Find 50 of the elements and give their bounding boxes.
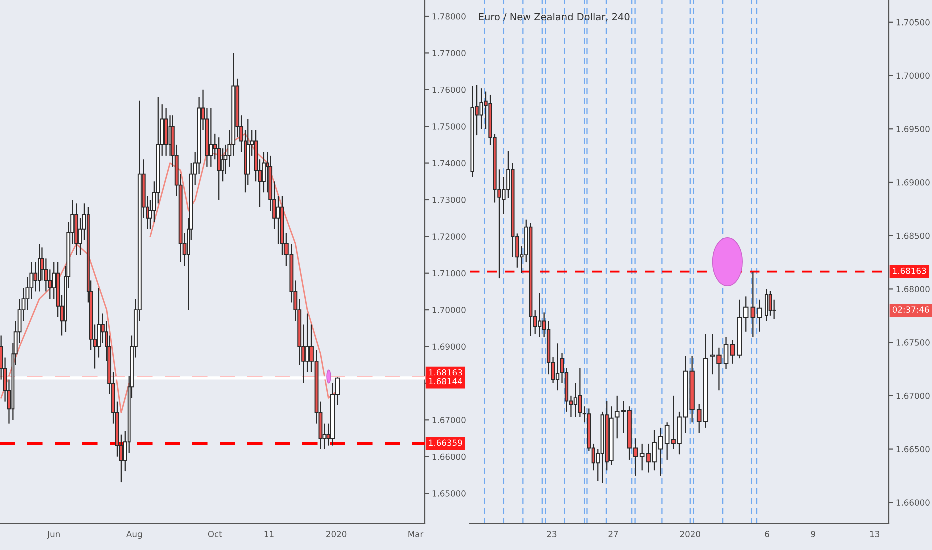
x-tick-label: Oct	[208, 531, 222, 538]
y-tick-label: 1.66500	[896, 446, 930, 453]
candlestick	[574, 382, 578, 418]
y-tick-label: 1.70000	[896, 72, 930, 80]
x-tick-label: 2020	[680, 531, 700, 538]
y-tick-label: 1.72000	[432, 234, 466, 240]
y-tick-label: 1.66000	[896, 500, 930, 506]
x-tick-label: Aug	[126, 531, 142, 540]
text: 02:37:46	[892, 306, 930, 313]
candlestick	[209, 108, 214, 168]
x-tick-label: 23	[547, 531, 557, 538]
x-tick-label: 13	[870, 531, 880, 538]
x-tick-label: Jun	[47, 531, 60, 539]
x-tick-label: 6	[765, 531, 770, 538]
text: Euro / New Zealand Dollar, 240	[479, 13, 630, 22]
y-tick-label: 1.66000	[432, 454, 466, 460]
y-tick-label: 1.69000	[432, 344, 466, 350]
y-tick-label: 1.71000	[432, 270, 466, 277]
y-tick-label: 1.75000	[432, 124, 466, 130]
y-tick-label: 1.78000	[432, 13, 466, 20]
y-tick-label: 1.73000	[432, 196, 466, 204]
candlestick	[768, 290, 772, 316]
candlestick	[764, 288, 768, 322]
y-tick-label: 1.70500	[896, 19, 930, 26]
candlestick	[217, 137, 222, 201]
y-tick-label: 1.67500	[896, 340, 930, 346]
y-tick-label: 1.77000	[432, 50, 466, 56]
candlestick	[556, 343, 560, 392]
y-tick-label: 1.67000	[896, 392, 930, 400]
y-tick-label: 1.67000	[432, 417, 466, 424]
y-tick-label: 1.69500	[896, 126, 930, 132]
y-tick-label: 1.74000	[432, 160, 466, 167]
candlestick	[34, 262, 38, 292]
ref-line-label: 1.66359	[429, 440, 462, 446]
y-tick-label: 1.68500	[896, 232, 930, 240]
x-tick-label: 27	[608, 531, 618, 538]
y-tick-label: 1.69000	[896, 179, 930, 186]
x-tick-label: Mar	[408, 531, 424, 538]
x-tick-label: 11	[264, 531, 274, 538]
ref-line-label: 1.68144	[429, 378, 462, 385]
y-tick-label: 1.70000	[432, 307, 466, 314]
ref-line-label: 1.68163	[893, 268, 926, 274]
y-tick-label: 1.76000	[432, 86, 466, 94]
y-tick-label: 1.65000	[432, 490, 466, 497]
y-tick-label: 1.68000	[896, 286, 930, 292]
candlestick	[276, 196, 280, 245]
candlestick	[578, 368, 582, 418]
ref-line-label: 1.68163	[429, 370, 462, 376]
x-tick-label: 9	[811, 531, 816, 538]
x-tick-label: 2020	[326, 531, 347, 538]
